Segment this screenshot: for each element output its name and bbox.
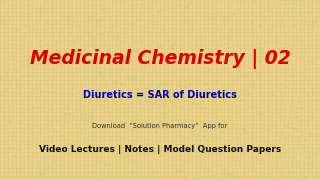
Text: Diuretics = SAR of Diuretics: Diuretics = SAR of Diuretics [83, 90, 237, 100]
Text: Video Lectures | Notes | Model Question Papers: Video Lectures | Notes | Model Question … [39, 145, 281, 154]
Text: Medicinal Chemistry | 02: Medicinal Chemistry | 02 [30, 49, 290, 69]
Text: Download  “Solution Pharmacy”  App for: Download “Solution Pharmacy” App for [92, 123, 228, 129]
